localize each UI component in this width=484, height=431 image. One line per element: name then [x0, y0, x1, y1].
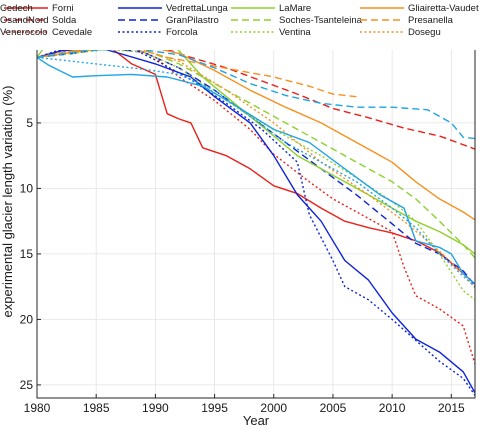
- y-axis-ticks: 5 10 15 20 25: [20, 116, 41, 392]
- legend-label-6: LaMare: [279, 3, 311, 14]
- y-tick-label: 15: [20, 247, 34, 261]
- series-line-12: [36, 56, 476, 285]
- legend-label-10: Presanella: [408, 15, 454, 26]
- legend-label-7: Soches-Tsanteleina: [279, 15, 363, 26]
- series-line-3: [36, 46, 476, 394]
- legend-label-5: Forcola: [166, 27, 198, 38]
- x-tick-label: 2000: [260, 401, 287, 415]
- x-axis-ticks: 1980 1985 1990 1995 2000 2005 2010 2015: [24, 394, 465, 415]
- x-tick-label: 1980: [24, 401, 51, 415]
- x-axis-label: Year: [243, 413, 270, 428]
- series-line-11: [36, 46, 476, 289]
- y-tick-label: 25: [20, 378, 34, 392]
- legend-label-0: Forni: [52, 3, 74, 14]
- x-tick-label: 2015: [438, 401, 465, 415]
- x-tick-label: 1990: [142, 401, 169, 415]
- series-line-2: [36, 43, 476, 365]
- legend-label-2: Cevedale: [52, 27, 92, 38]
- x-tick-label: 1995: [201, 401, 228, 415]
- y-tick-label: 10: [20, 181, 34, 195]
- y-axis-label: experimental glacier length variation (%…: [0, 86, 15, 318]
- x-tick-label: 2010: [379, 401, 406, 415]
- x-tick-label: 2005: [320, 401, 347, 415]
- legend-label-13: OsandNord: [0, 15, 49, 26]
- legend-label-3: VedrettaLunga: [166, 3, 229, 14]
- legend-label-8: Ventina: [279, 27, 311, 38]
- y-tick-label: 5: [26, 116, 33, 130]
- series-line-14: [36, 56, 476, 288]
- legend-label-4: GranPilastro: [166, 15, 219, 26]
- x-tick-label: 1985: [83, 401, 110, 415]
- legend-label-14: Venerocolo: [0, 27, 48, 38]
- series-line-8: [36, 48, 476, 301]
- legend-label-1: Solda: [52, 15, 77, 26]
- series-line-0: [36, 44, 476, 285]
- legend-label-12: Cedech: [0, 3, 33, 14]
- legend-label-9: Gliairetta-Vaudet: [408, 3, 479, 14]
- legend-label-11: Dosegu: [408, 27, 441, 38]
- y-tick-label: 20: [20, 312, 34, 326]
